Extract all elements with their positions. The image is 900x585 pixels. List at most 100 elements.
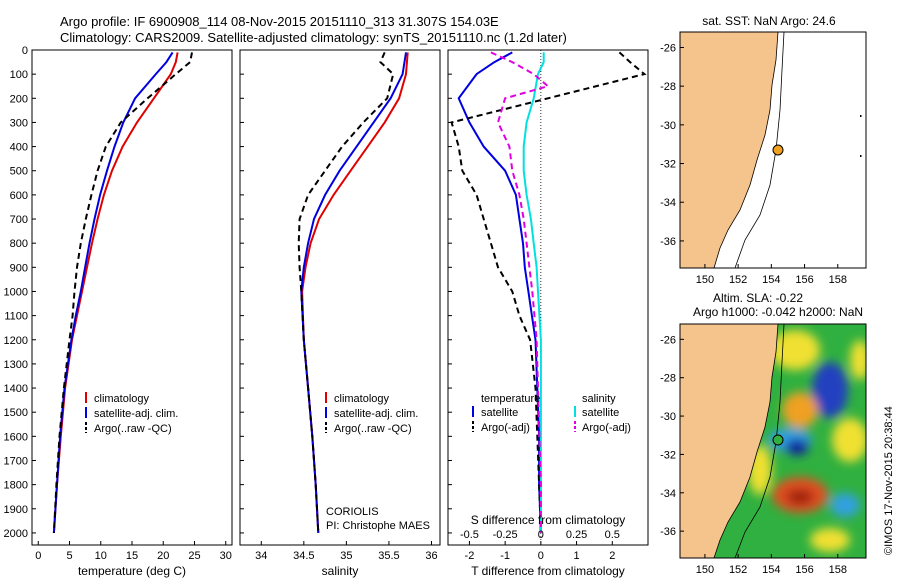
lon-tick-label: 158 xyxy=(829,274,847,286)
sla-map xyxy=(680,324,866,558)
s-diff-x-tick-label: -0.25 xyxy=(493,529,518,541)
t-diff-x-tick-label: 2 xyxy=(609,550,615,562)
salinity-panel-frame xyxy=(239,49,441,546)
depth-tick-label: 600 xyxy=(10,190,28,202)
temperature-x-tick-label: 20 xyxy=(157,550,169,562)
t-diff-x-tick-label: -1 xyxy=(500,550,510,562)
depth-tick-label: 0 xyxy=(22,45,28,57)
lon-tick-label: 150 xyxy=(696,274,714,286)
lat-tick-label: -32 xyxy=(660,159,676,171)
temperature-climatology-line xyxy=(52,52,179,533)
sla-map-land xyxy=(680,324,778,558)
sla-map-title-line1: Altim. SLA: -0.22 xyxy=(713,291,803,305)
sst-map-land xyxy=(680,32,778,268)
sst-map-lon-ticks: 150 152 154 156 158 xyxy=(696,264,847,286)
sst-argo-float-marker xyxy=(772,144,784,156)
depth-tick-label: 2000 xyxy=(4,528,28,540)
sal-legend-climatology-label: climatology xyxy=(334,393,390,405)
salinity-satellite-line xyxy=(300,52,407,533)
depth-tick-label: 1400 xyxy=(4,383,28,395)
sla-anomaly-field xyxy=(748,330,866,552)
depth-tick-label: 1500 xyxy=(4,407,28,419)
s-diff-x-tick-label: 0 xyxy=(538,529,544,541)
depth-tick-label: 900 xyxy=(10,262,28,274)
sal-legend-satellite-label: satellite-adj. clim. xyxy=(334,408,418,420)
salinity-x-tick-label: 34 xyxy=(255,550,267,562)
lon-tick-label: 152 xyxy=(729,564,747,576)
sla-map-coastline xyxy=(713,324,779,558)
lat-tick-label: -36 xyxy=(660,526,676,538)
s-diff-argo-line xyxy=(490,51,551,533)
sst-map-isobath xyxy=(734,31,785,269)
t-difference-x-ticks: -2 -1 0 1 2 xyxy=(465,541,615,562)
t-diff-satellite-line xyxy=(457,51,542,533)
salinity-legend: climatology satellite-adj. clim. Argo(..… xyxy=(325,392,418,435)
depth-axis: 0 100 200 300 400 500 600 700 800 900 1000 1100 1200… xyxy=(4,45,452,540)
depth-tick-label: 1600 xyxy=(4,431,28,443)
temperature-x-tick-label: 5 xyxy=(66,550,72,562)
legend-temperature-title: temperature xyxy=(481,393,540,405)
imos-credit: ©IMOS 17-Nov-2015 20:38:44 xyxy=(883,406,895,555)
temperature-panel-frame xyxy=(31,49,233,546)
data-source-label: CORIOLIS xyxy=(326,506,379,518)
depth-tick-label: 300 xyxy=(10,117,28,129)
figure-title-line2: Climatology: CARS2009. Satellite-adjuste… xyxy=(60,30,567,45)
sla-map-frame xyxy=(679,323,867,559)
temperature-legend: climatology satellite-adj. clim. Argo(..… xyxy=(85,392,178,435)
lat-tick-label: -34 xyxy=(660,197,676,209)
sst-map-coastline xyxy=(713,31,779,269)
depth-tick-label: 100 xyxy=(10,69,28,81)
sst-map xyxy=(679,31,867,269)
lat-tick-label: -36 xyxy=(660,236,676,248)
salinity-argo-line xyxy=(297,51,395,533)
legend-argo-label: Argo(..raw -QC) xyxy=(94,423,172,435)
salinity-climatology-line xyxy=(301,52,409,533)
sst-map-island xyxy=(860,155,862,157)
temperature-argo-line xyxy=(52,52,193,533)
lat-tick-label: -28 xyxy=(660,81,676,93)
principal-investigator-label: PI: Christophe MAES xyxy=(326,520,430,532)
lon-tick-label: 154 xyxy=(762,564,780,576)
temperature-satellite-line xyxy=(52,51,174,533)
lat-tick-label: -30 xyxy=(660,411,676,423)
depth-tick-label: 500 xyxy=(10,166,28,178)
salinity-x-tick-label: 36 xyxy=(425,550,437,562)
temperature-x-ticks: 0 5 10 15 20 25 30 xyxy=(35,541,232,562)
salinity-x-tick-label: 35.5 xyxy=(378,550,399,562)
lat-tick-label: -32 xyxy=(660,449,676,461)
lat-tick-label: -26 xyxy=(660,334,676,346)
lon-tick-label: 156 xyxy=(795,274,813,286)
temperature-x-tick-label: 15 xyxy=(126,550,138,562)
temperature-series xyxy=(52,51,193,533)
t-diff-argo-line xyxy=(450,51,647,533)
temperature-x-tick-label: 10 xyxy=(95,550,107,562)
legend-s-satellite-label: satellite xyxy=(582,407,619,419)
lon-tick-label: 150 xyxy=(696,564,714,576)
sla-map-lat-ticks: -26 -28 -30 -32 -34 -36 xyxy=(660,334,684,538)
s-difference-x-ticks: -0.5 -0.25 0 0.25 0.5 xyxy=(460,529,620,541)
legend-s-argo-label: Argo(-adj) xyxy=(582,422,631,434)
legend-climatology-label: climatology xyxy=(94,393,150,405)
depth-tick-label: 1300 xyxy=(4,359,28,371)
sst-map-island xyxy=(860,115,862,117)
temperature-x-label: temperature (deg C) xyxy=(78,564,186,578)
s-diff-x-tick-label: -0.5 xyxy=(460,529,479,541)
sla-map-lon-ticks: 150 152 154 156 158 xyxy=(696,554,847,576)
lon-tick-label: 154 xyxy=(762,274,780,286)
depth-tick-label: 800 xyxy=(10,238,28,250)
lon-tick-label: 156 xyxy=(795,564,813,576)
sst-map-lat-ticks: -26 -28 -30 -32 -34 -36 xyxy=(660,42,684,248)
lat-tick-label: -30 xyxy=(660,120,676,132)
legend-t-satellite-label: satellite xyxy=(481,407,518,419)
legend-t-argo-label: Argo(-adj) xyxy=(481,422,530,434)
s-difference-label: S difference from climatology xyxy=(471,513,626,527)
sal-legend-argo-label: Argo(..raw -QC) xyxy=(334,423,412,435)
sst-map-frame xyxy=(679,31,867,269)
salinity-x-tick-label: 34.5 xyxy=(293,550,314,562)
sla-map-title-line2: Argo h1000: -0.042 h2000: NaN xyxy=(693,305,863,319)
t-diff-x-tick-label: 0 xyxy=(538,550,544,562)
t-difference-x-label: T difference from climatology xyxy=(471,564,625,578)
t-diff-x-tick-label: -2 xyxy=(465,550,475,562)
lon-tick-label: 152 xyxy=(729,274,747,286)
